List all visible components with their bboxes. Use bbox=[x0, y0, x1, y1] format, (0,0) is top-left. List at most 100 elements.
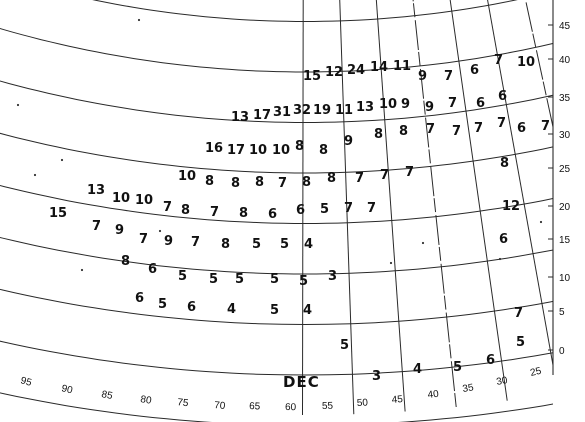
grid-value: 6 bbox=[517, 121, 526, 136]
grid-value: 8 bbox=[319, 143, 328, 158]
grid-value: 6 bbox=[135, 291, 144, 306]
parallel-line bbox=[0, 288, 553, 326]
grid-value: 7 bbox=[474, 121, 483, 136]
grid-value: 7 bbox=[191, 235, 200, 250]
grid-value: 10 bbox=[272, 143, 290, 158]
grid-value: 19 bbox=[313, 103, 331, 118]
grid-value: 5 bbox=[235, 272, 244, 287]
parallel-line bbox=[0, 340, 553, 376]
grid-value: 7 bbox=[367, 201, 376, 216]
grid-value: 5 bbox=[270, 272, 279, 287]
grid-value: 9 bbox=[344, 134, 353, 149]
grid-value: 5 bbox=[158, 297, 167, 312]
parallel-line bbox=[0, 80, 553, 123]
bottom-tick-label: 85 bbox=[100, 389, 113, 402]
print-speck bbox=[80, 268, 84, 272]
grid-value: 8 bbox=[181, 203, 190, 218]
grid-value: 8 bbox=[205, 174, 214, 189]
grid-value: 7 bbox=[448, 96, 457, 111]
bottom-tick-label: 35 bbox=[462, 382, 475, 395]
right-tick-label: 15 bbox=[559, 235, 571, 246]
grid-value: 6 bbox=[296, 203, 305, 218]
grid-value: 8 bbox=[399, 124, 408, 139]
grid-value: 3 bbox=[328, 269, 337, 284]
parallel-line bbox=[0, 185, 553, 224]
grid-value: 5 bbox=[453, 360, 462, 375]
grid-value: 5 bbox=[178, 269, 187, 284]
grid-value: 9 bbox=[425, 100, 434, 115]
meridian-line bbox=[569, 0, 585, 342]
grid-value: 4 bbox=[413, 362, 422, 377]
right-tick-label: 40 bbox=[559, 55, 571, 66]
grid-value: 11 bbox=[393, 59, 411, 74]
grid-value: 6 bbox=[148, 262, 157, 277]
grid-value: 16 bbox=[205, 141, 223, 156]
right-tick-label: 35 bbox=[559, 93, 571, 104]
meridian-line bbox=[339, 0, 355, 415]
grid-value: 31 bbox=[273, 105, 291, 120]
parallel-line bbox=[0, 392, 553, 422]
parallel-line bbox=[0, 27, 553, 73]
print-speck bbox=[60, 158, 64, 162]
grid-value: 4 bbox=[304, 237, 313, 252]
bottom-tick-label: 55 bbox=[322, 401, 334, 412]
right-tick-label: 45 bbox=[559, 21, 571, 32]
meridian-line bbox=[375, 0, 406, 412]
month-label: DEC bbox=[283, 373, 320, 391]
grid-value: 7 bbox=[163, 200, 172, 215]
grid-value: 8 bbox=[327, 171, 336, 186]
grid-value: 6 bbox=[470, 63, 479, 78]
right-tick-label: 0 bbox=[559, 346, 565, 357]
parallel-line bbox=[92, 0, 518, 22]
print-speck bbox=[421, 241, 425, 245]
grid-value: 7 bbox=[405, 165, 414, 180]
grid-value: 7 bbox=[92, 219, 101, 234]
meridian-line bbox=[541, 0, 585, 357]
bottom-tick-label: 70 bbox=[214, 400, 226, 412]
grid-value: 15 bbox=[303, 69, 321, 84]
grid-value: 15 bbox=[49, 206, 67, 221]
meridian-line bbox=[525, 0, 553, 130]
grid-value: 7 bbox=[344, 201, 353, 216]
right-tick-label: 30 bbox=[559, 130, 571, 141]
grid-value: 7 bbox=[139, 232, 148, 247]
grid-value: 8 bbox=[121, 254, 130, 269]
meridian-line bbox=[449, 0, 508, 401]
grid-value: 9 bbox=[401, 97, 410, 112]
grid-value: 6 bbox=[486, 353, 495, 368]
grid-value: 5 bbox=[252, 237, 261, 252]
grid-value: 8 bbox=[255, 175, 264, 190]
bottom-tick-label: 75 bbox=[177, 397, 190, 409]
print-speck bbox=[389, 261, 393, 265]
grid-value: 14 bbox=[370, 60, 388, 75]
grid-value: 10 bbox=[135, 193, 153, 208]
grid-value: 8 bbox=[302, 175, 311, 190]
grid-value: 8 bbox=[221, 237, 230, 252]
print-speck bbox=[158, 229, 162, 233]
grid-value: 7 bbox=[497, 116, 506, 131]
meridian-line bbox=[302, 0, 304, 416]
meridian-line bbox=[487, 0, 553, 368]
grid-value: 7 bbox=[278, 176, 287, 191]
grid-value: 7 bbox=[494, 53, 503, 68]
grid-value: 4 bbox=[227, 302, 236, 317]
grid-value: 6 bbox=[499, 232, 508, 247]
grid-value: 32 bbox=[293, 103, 311, 118]
print-speck bbox=[539, 220, 543, 224]
grid-value: 7 bbox=[210, 205, 219, 220]
print-speck bbox=[16, 103, 20, 107]
grid-value: 6 bbox=[498, 89, 507, 104]
grid-value: 4 bbox=[303, 303, 312, 318]
bottom-tick-label: 65 bbox=[249, 401, 261, 413]
bottom-tick-label: 80 bbox=[140, 394, 153, 407]
right-tick-label: 20 bbox=[559, 202, 571, 213]
bottom-tick-label: 50 bbox=[357, 397, 369, 409]
grid-value: 7 bbox=[514, 306, 523, 321]
grid-value: 5 bbox=[320, 202, 329, 217]
bottom-tick-label: 45 bbox=[391, 394, 403, 406]
grid-value: 7 bbox=[380, 168, 389, 183]
parallel-line bbox=[0, 132, 553, 174]
grid-value: 7 bbox=[355, 171, 364, 186]
